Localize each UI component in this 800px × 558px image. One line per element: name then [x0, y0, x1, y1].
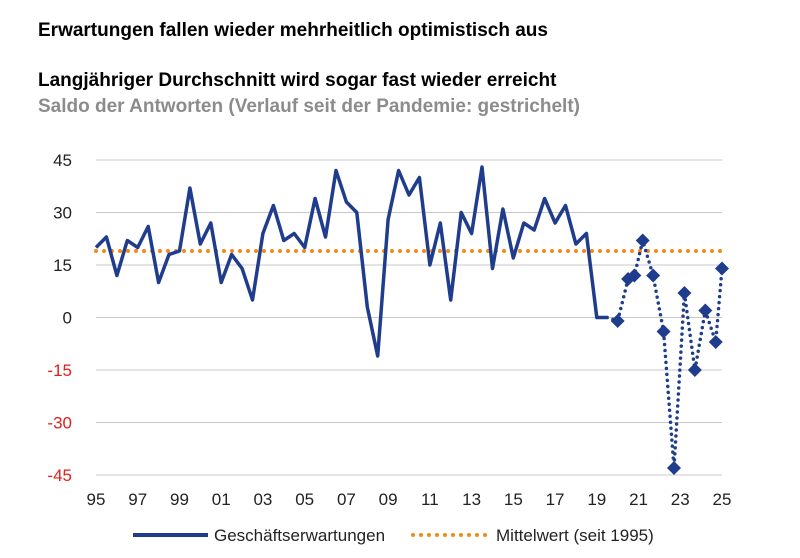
x-axis-labels: 95 97 99 01 03 05 07 09 11 13 15 17 19 21 23 25	[87, 490, 732, 509]
x-tick-label: 01	[212, 490, 231, 509]
x-tick-label: 05	[295, 490, 314, 509]
y-tick-label: 15	[53, 256, 72, 275]
x-tick-label: 15	[504, 490, 523, 509]
x-tick-label: 97	[128, 490, 147, 509]
x-tick-label: 23	[671, 490, 690, 509]
y-tick-label: -15	[47, 361, 72, 380]
data-point-marker	[687, 363, 702, 377]
x-tick-label: 95	[87, 490, 106, 509]
x-tick-label: 19	[587, 490, 606, 509]
data-point-marker	[677, 286, 692, 300]
series-line-pandemie	[605, 233, 724, 469]
y-tick-label: 0	[63, 309, 72, 328]
legend: Geschäftserwartungen Mittelwert (seit 199…	[133, 526, 654, 545]
chart-heading: Erwartungen fallen wieder mehrheitlich o…	[38, 20, 548, 41]
legend-label-geschaeftserwartungen: Geschäftserwartungen	[214, 526, 385, 545]
data-point-marker	[610, 314, 625, 328]
chart-note: Saldo der Antworten (Verlauf seit der Pa…	[38, 96, 580, 117]
x-tick-label: 03	[253, 490, 272, 509]
x-tick-label: 99	[170, 490, 189, 509]
y-axis-labels: 45 30 15 0 -15 -30 -45	[47, 151, 72, 485]
data-point-marker	[656, 324, 671, 339]
y-tick-label: -30	[47, 414, 72, 433]
y-tick-label: 30	[53, 204, 72, 223]
data-point-marker	[708, 335, 723, 349]
data-point-marker	[667, 461, 682, 475]
series-layer	[94, 165, 729, 475]
series-line-geschaeftserwartungen	[94, 165, 608, 358]
x-tick-label: 25	[713, 490, 732, 509]
legend-label-mittelwert: Mittelwert (seit 1995)	[496, 526, 654, 545]
data-point-marker	[635, 233, 650, 248]
x-tick-label: 21	[629, 490, 648, 509]
data-point-marker	[627, 268, 642, 283]
data-point-marker	[646, 268, 661, 283]
data-point-marker	[715, 261, 729, 276]
y-tick-label: 45	[53, 151, 72, 170]
y-tick-label: -45	[47, 466, 72, 485]
gridlines	[96, 159, 722, 476]
x-tick-label: 07	[337, 490, 356, 509]
x-tick-label: 17	[546, 490, 565, 509]
x-tick-label: 11	[421, 490, 439, 509]
x-tick-label: 09	[379, 490, 398, 509]
data-point-marker	[698, 303, 713, 318]
chart-title: Langjähriger Durchschnitt wird sogar fas…	[38, 70, 557, 91]
x-tick-label: 13	[462, 490, 481, 509]
